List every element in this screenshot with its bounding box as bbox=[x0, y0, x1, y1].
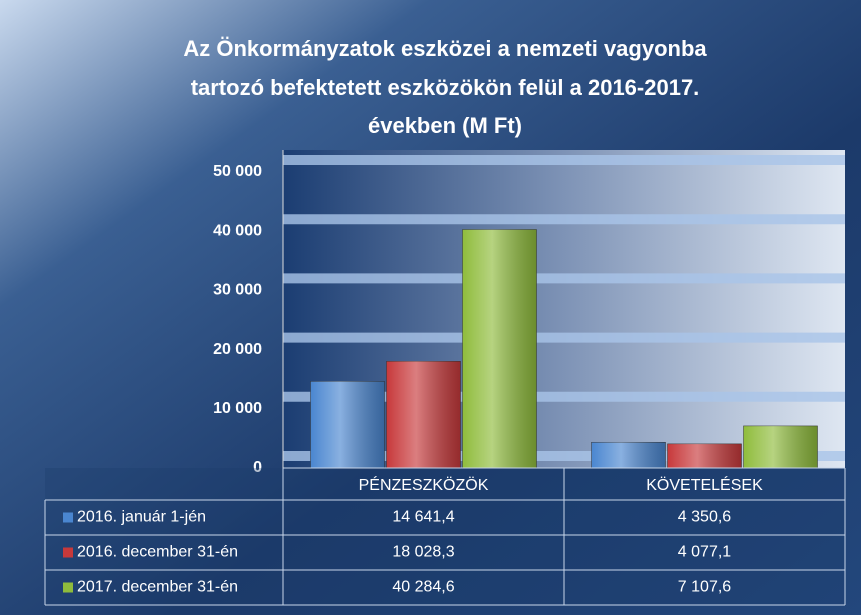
data-label: 14 641,4 bbox=[392, 509, 454, 526]
x-tick-label: PÉNZESZKÖZÖK bbox=[359, 475, 489, 494]
data-label: 40 284,6 bbox=[392, 579, 454, 596]
bar bbox=[310, 381, 385, 469]
y-tick-label: 40 000 bbox=[213, 222, 262, 239]
y-tick-label: 50 000 bbox=[213, 163, 262, 180]
table-bg bbox=[45, 468, 845, 605]
bar bbox=[591, 441, 666, 469]
bar bbox=[462, 229, 537, 469]
legend-label: 2016. december 31-én bbox=[77, 544, 238, 561]
x-tick-label: KÖVETELÉSEK bbox=[646, 475, 763, 494]
legend-label: 2016. január 1-jén bbox=[77, 509, 206, 526]
bar bbox=[386, 361, 461, 469]
chart-title: Az Önkormányzatok eszközei a nemzeti vag… bbox=[183, 36, 707, 61]
data-label: 4 077,1 bbox=[678, 544, 731, 561]
data-label: 7 107,6 bbox=[678, 579, 731, 596]
chart-title: években (M Ft) bbox=[368, 113, 522, 138]
legend-key bbox=[63, 582, 73, 593]
data-label: 18 028,3 bbox=[392, 544, 454, 561]
bar bbox=[667, 443, 742, 469]
y-tick-label: 0 bbox=[253, 459, 262, 476]
legend-key bbox=[63, 512, 73, 523]
chart-title: tartozó befektetett eszközökön felül a 2… bbox=[191, 75, 700, 100]
legend-key bbox=[63, 547, 73, 558]
legend-label: 2017. december 31-én bbox=[77, 579, 238, 596]
bar bbox=[743, 425, 818, 469]
y-tick-label: 10 000 bbox=[213, 400, 262, 417]
data-label: 4 350,6 bbox=[678, 509, 731, 526]
y-tick-label: 20 000 bbox=[213, 341, 262, 358]
y-tick-label: 30 000 bbox=[213, 282, 262, 299]
